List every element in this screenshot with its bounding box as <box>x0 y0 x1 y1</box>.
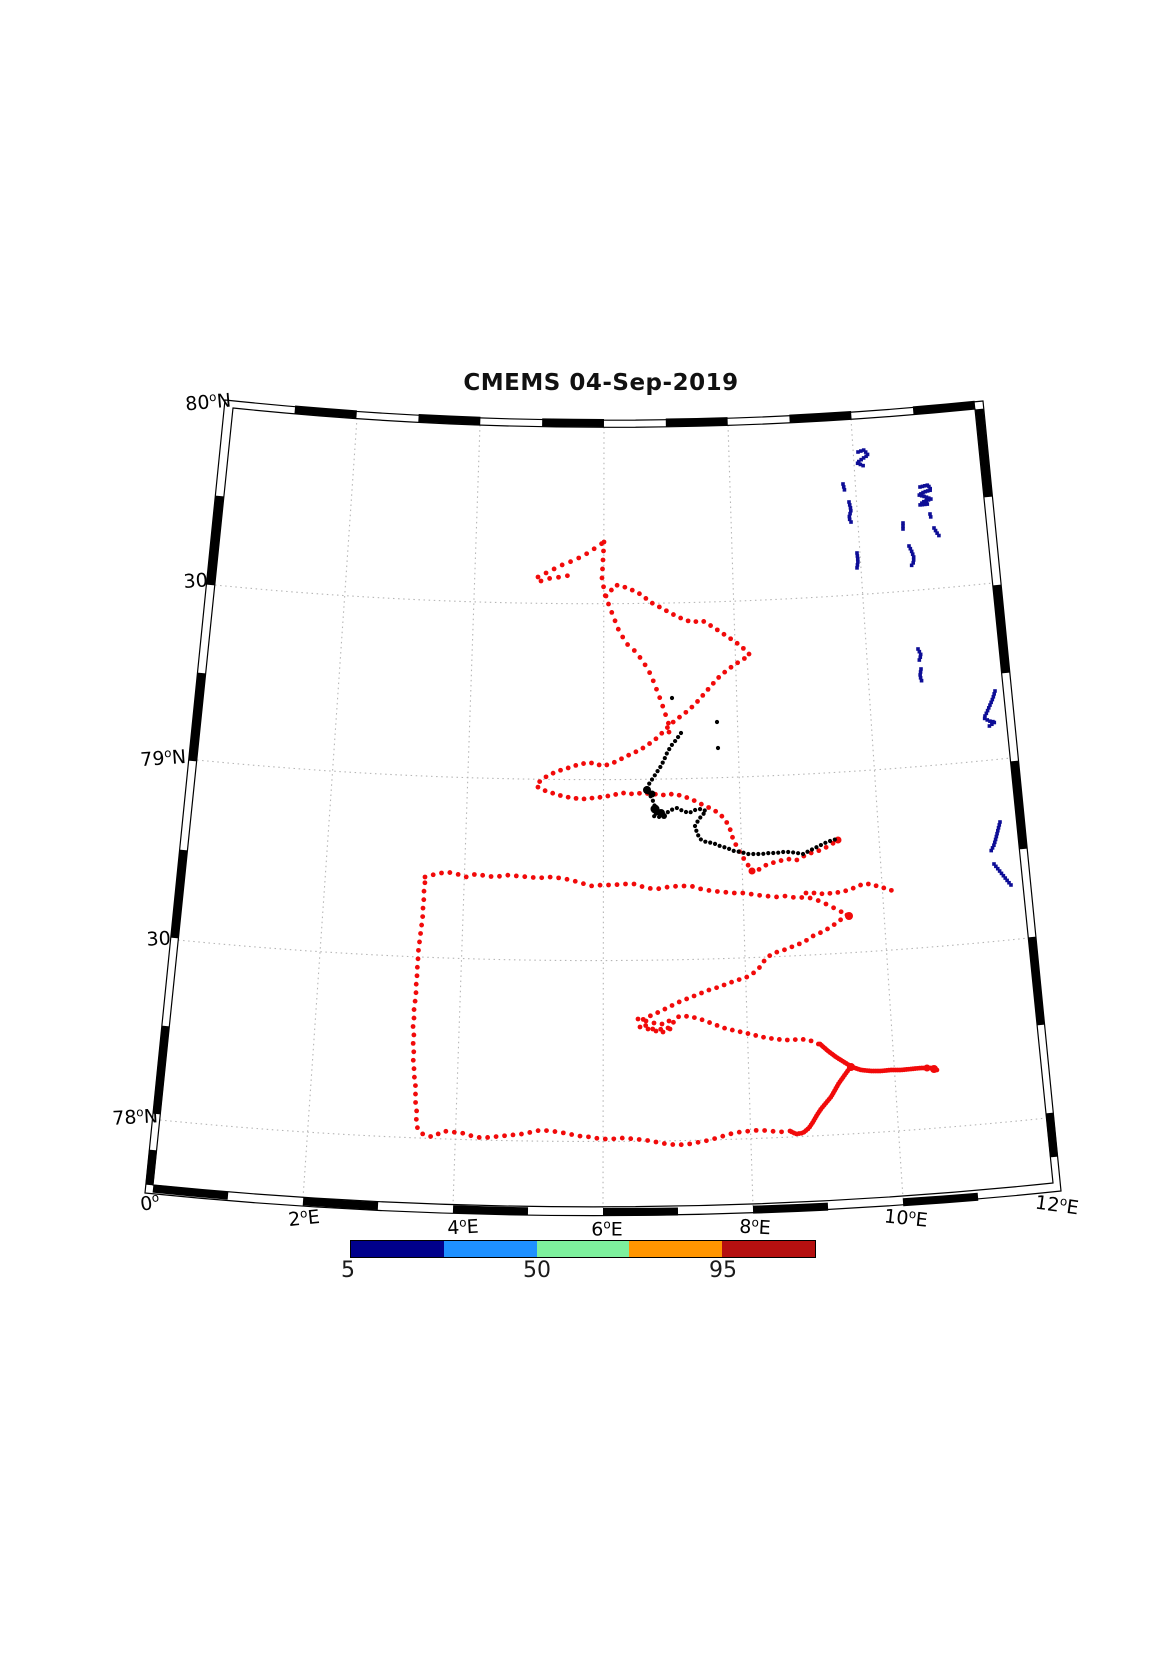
colorbar-tick-label: 95 <box>709 1258 737 1283</box>
lon-tick-label: 2oE <box>287 1205 321 1232</box>
lon-tick-label: 6oE <box>591 1217 623 1241</box>
colorbar-segment <box>443 1241 537 1257</box>
series-ice-edge-blue <box>841 448 1013 887</box>
colorbar-segment <box>351 1241 444 1257</box>
colorbar-tick-label: 5 <box>341 1258 355 1283</box>
map-frame <box>144 399 1062 1217</box>
colorbar-segment <box>536 1241 630 1257</box>
lat-tick-label: 79oN <box>139 745 187 772</box>
series-forecast-track-red <box>410 539 940 1148</box>
lon-tick-label: 8oE <box>738 1215 772 1240</box>
lat-tick-label: 80oN <box>184 389 232 416</box>
colorbar-tick-label: 50 <box>523 1258 551 1283</box>
lon-tick-label: 10oE <box>883 1205 929 1232</box>
lon-tick-label: 4oE <box>446 1215 480 1240</box>
lat-tick-label: 30' <box>182 569 214 593</box>
colorbar-segment <box>629 1241 723 1257</box>
lat-tick-label: 78oN <box>111 1105 159 1130</box>
lat-tick-label: 30' <box>146 927 177 951</box>
colorbar <box>350 1240 816 1258</box>
chart-title: CMEMS 04-Sep-2019 <box>463 370 739 396</box>
series-drifter-track-black <box>643 695 837 857</box>
colorbar-segment <box>722 1241 815 1257</box>
lon-tick-label: 0o <box>138 1190 160 1216</box>
graticule <box>159 417 1048 1209</box>
